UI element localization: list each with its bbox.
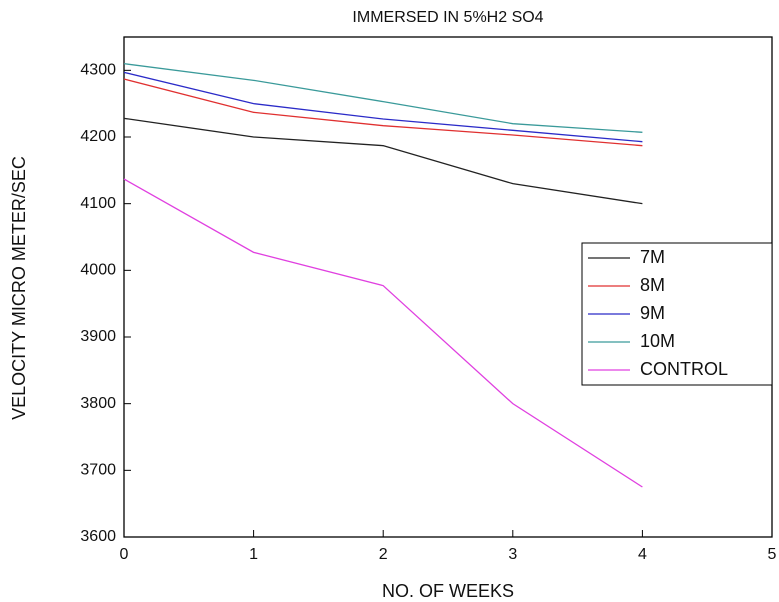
x-axis-label: NO. OF WEEKS xyxy=(382,581,514,601)
y-axis-label: VELOCITY MICRO METER/SEC xyxy=(9,156,29,420)
y-tick-label: 3600 xyxy=(80,528,116,545)
x-tick-label: 3 xyxy=(508,546,517,563)
x-tick-label: 5 xyxy=(768,546,777,563)
y-tick-label: 3700 xyxy=(80,462,116,479)
series-line xyxy=(123,78,643,147)
y-tick-label: 4100 xyxy=(80,195,116,212)
y-tick-label: 4000 xyxy=(80,262,116,279)
legend-label: 8M xyxy=(640,275,665,295)
y-tick-label: 4300 xyxy=(80,62,116,79)
chart-title: IMMERSED IN 5%H2 SO4 xyxy=(352,9,543,26)
series-line xyxy=(123,63,643,133)
series-line xyxy=(123,117,643,205)
y-tick-label: 3800 xyxy=(80,395,116,412)
x-tick-label: 1 xyxy=(249,546,258,563)
x-tick-label: 0 xyxy=(120,546,129,563)
y-tick-label: 3900 xyxy=(80,328,116,345)
legend-label: 10M xyxy=(640,331,675,351)
legend-label: 7M xyxy=(640,247,665,267)
x-tick-label: 4 xyxy=(638,546,647,563)
x-tick-label: 2 xyxy=(379,546,388,563)
series-line xyxy=(123,71,643,143)
legend-label: 9M xyxy=(640,303,665,323)
legend-label: CONTROL xyxy=(640,359,728,379)
y-tick-label: 4200 xyxy=(80,128,116,145)
series-line xyxy=(123,178,643,488)
